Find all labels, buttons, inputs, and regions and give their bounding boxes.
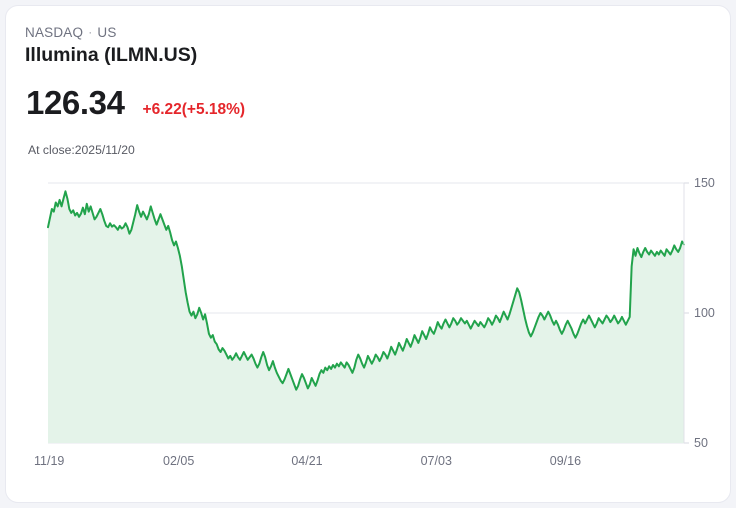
y-axis-tick-label: 150 — [694, 176, 715, 190]
x-axis-labels: 11/19 02/05 04/21 07/03 09/16 — [34, 454, 581, 468]
price-change: +6.22(+5.18%) — [142, 101, 246, 118]
market-status-note: At close:2025/11/20 — [28, 143, 135, 157]
stock-quote-card: NASDAQ · US Illumina (ILMN.US) 126.34 +6.2… — [5, 5, 731, 503]
price-line-path — [47, 190, 685, 391]
area-fill — [48, 191, 684, 443]
exchange-name: NASDAQ — [25, 25, 84, 40]
x-axis-tick-label: 02/05 — [163, 454, 194, 468]
x-axis-tick-label: 04/21 — [291, 454, 322, 468]
price-line — [47, 190, 685, 391]
x-axis-tick-label: 11/19 — [34, 454, 64, 468]
exchange-region-row: NASDAQ · US — [25, 24, 625, 41]
price-row: 126.34 +6.22(+5.18%) — [26, 84, 245, 122]
area-fill-path — [48, 191, 684, 443]
page-title: Illumina (ILMN.US) — [25, 44, 198, 66]
y-axis-tick-label: 100 — [694, 306, 715, 320]
quote-header: NASDAQ · US Illumina (ILMN.US) — [25, 24, 625, 68]
last-price: 126.34 — [26, 84, 125, 121]
x-axis-tick-label: 07/03 — [421, 454, 452, 468]
price-chart-svg[interactable]: 150 100 50 11/19 02/05 04/21 07/03 09/16 — [6, 166, 731, 486]
y-axis-tick-label: 50 — [694, 436, 708, 450]
y-axis-labels: 150 100 50 — [694, 176, 715, 450]
separator-dot: · — [88, 25, 93, 39]
price-chart[interactable]: 150 100 50 11/19 02/05 04/21 07/03 09/16 — [6, 166, 731, 486]
x-axis-tick-label: 09/16 — [550, 454, 581, 468]
axis-lines — [683, 182, 689, 444]
region-label: US — [97, 25, 117, 40]
